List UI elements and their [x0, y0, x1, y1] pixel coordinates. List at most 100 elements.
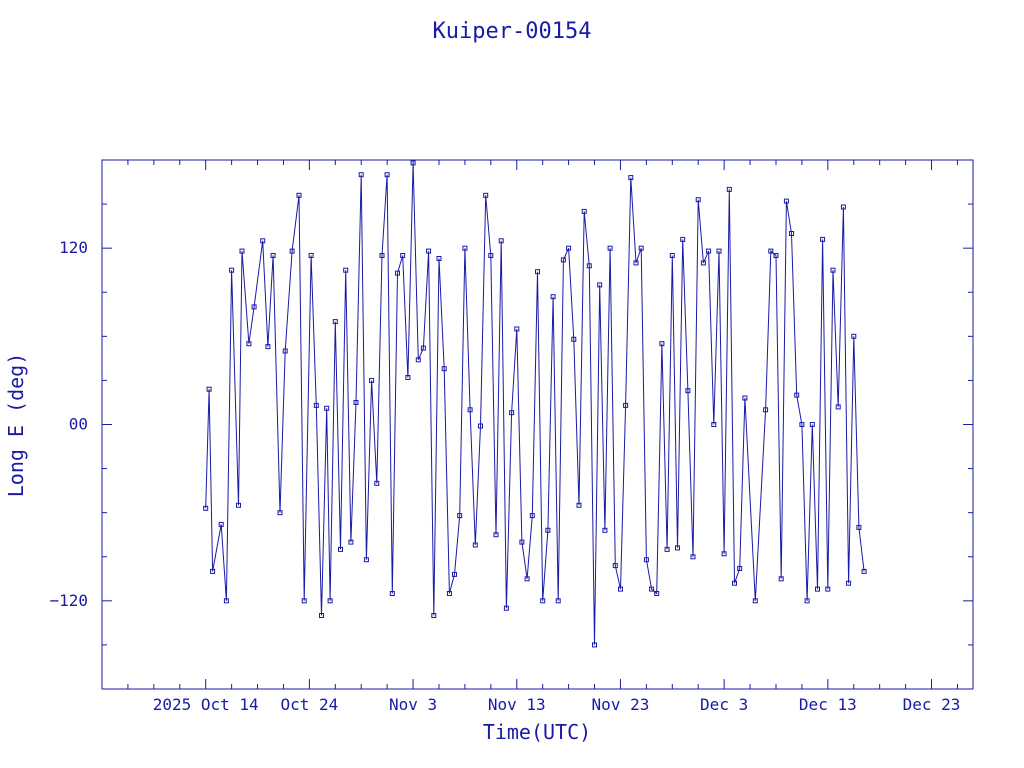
series-group — [203, 160, 867, 648]
data-point — [628, 175, 634, 181]
data-point — [835, 404, 841, 410]
data-point — [452, 571, 457, 577]
data-point — [319, 613, 324, 618]
data-point — [690, 554, 696, 560]
data-point — [384, 172, 390, 178]
data-point — [260, 238, 266, 244]
data-point — [483, 192, 489, 198]
data-point — [488, 253, 494, 258]
data-point — [560, 257, 566, 263]
data-point — [732, 580, 737, 586]
data-point — [654, 591, 660, 596]
data-point — [789, 231, 794, 236]
data-point — [545, 527, 551, 533]
axis-ticks — [101, 159, 973, 690]
data-point — [799, 422, 805, 427]
data-point — [308, 253, 314, 258]
data-point — [363, 557, 369, 563]
data-point — [623, 402, 629, 408]
data-point — [763, 407, 769, 413]
data-point — [706, 248, 712, 254]
data-point — [327, 598, 333, 604]
data-point — [695, 197, 701, 203]
data-point — [856, 524, 862, 530]
data-point — [643, 557, 649, 563]
data-point — [457, 513, 463, 519]
data-point — [820, 236, 826, 242]
data-point — [236, 502, 241, 508]
data-point — [586, 263, 592, 269]
data-point — [783, 198, 789, 204]
data-point — [289, 248, 295, 254]
data-point — [410, 160, 416, 166]
data-point — [332, 319, 338, 325]
data-point — [659, 341, 665, 347]
data-point — [581, 208, 587, 214]
data-point — [509, 410, 515, 416]
y-tick-label: −120 — [49, 591, 88, 610]
data-point — [405, 375, 411, 380]
data-point — [830, 267, 836, 273]
data-point — [592, 642, 597, 648]
data-point — [467, 407, 473, 413]
x-tick-label: Dec 23 — [903, 695, 961, 714]
data-point — [540, 598, 546, 604]
data-point — [669, 253, 675, 258]
data-point — [203, 505, 209, 511]
data-point — [503, 605, 509, 611]
data-point — [566, 245, 572, 251]
y-axis-label: Long E (deg) — [4, 353, 28, 498]
data-point — [472, 542, 478, 548]
data-point — [752, 598, 758, 604]
data-point — [296, 192, 302, 198]
data-point — [612, 563, 618, 569]
data-point — [493, 532, 499, 538]
plot-data — [203, 160, 867, 648]
data-point — [555, 598, 561, 604]
data-point — [861, 568, 867, 574]
data-point — [618, 586, 623, 592]
data-point — [229, 267, 235, 273]
data-point — [218, 521, 224, 527]
data-point — [313, 402, 319, 408]
plot-frame — [101, 159, 974, 690]
data-point — [664, 546, 670, 552]
data-point — [550, 294, 556, 300]
data-point — [324, 405, 330, 411]
data-point — [716, 248, 722, 254]
data-point — [675, 545, 680, 551]
data-point — [742, 395, 748, 401]
data-point — [265, 344, 271, 350]
data-point — [815, 586, 820, 592]
data-point — [277, 510, 283, 516]
data-point — [436, 256, 442, 261]
data-point — [804, 598, 810, 604]
data-point — [851, 333, 857, 339]
y-tick-label: 120 — [59, 238, 88, 257]
x-tick-label: Dec 3 — [700, 695, 748, 714]
data-point — [462, 245, 468, 251]
data-point — [571, 336, 577, 342]
data-point — [680, 236, 686, 242]
data-point — [400, 253, 406, 258]
data-point — [358, 172, 364, 178]
data-point — [395, 270, 400, 276]
data-point — [638, 245, 644, 251]
data-point — [478, 423, 483, 429]
data-point — [737, 566, 743, 571]
data-point — [301, 598, 307, 604]
data-point — [389, 591, 395, 596]
data-point — [597, 282, 603, 288]
data-point — [426, 248, 432, 254]
x-tick-label: 2025 Oct 14 — [153, 695, 259, 714]
data-point — [840, 204, 846, 210]
data-point — [431, 613, 437, 618]
data-point — [773, 253, 779, 258]
data-point — [338, 546, 343, 552]
data-point — [246, 341, 252, 347]
data-point — [576, 502, 582, 508]
data-point — [420, 345, 426, 351]
data-point — [251, 304, 257, 310]
x-tick-label: Dec 13 — [799, 695, 857, 714]
